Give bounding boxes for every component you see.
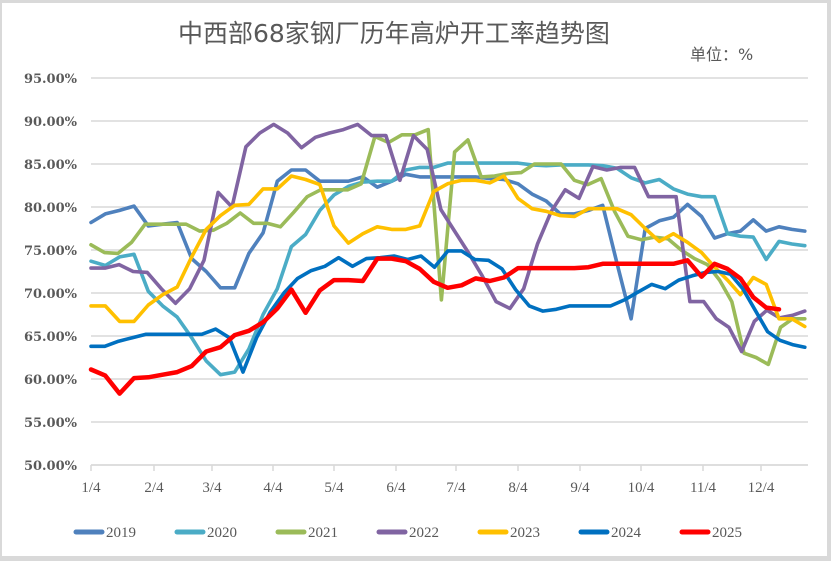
y-tick-label: 70.00%: [24, 287, 78, 302]
unit-label: 单位：%: [690, 45, 754, 64]
x-tick-label: 5/4: [324, 480, 344, 496]
legend: 2019 2020 2021 2022 2023 2024 2025: [73, 525, 742, 541]
chart-card: [2, 3, 827, 556]
x-tick-label: 12/4: [748, 480, 775, 496]
legend-label: 2024: [611, 525, 642, 541]
y-tick-label: 65.00%: [24, 330, 78, 345]
series-line-2024: [89, 249, 807, 374]
legend-label: 2023: [510, 525, 540, 541]
legend-item-2020: 2020: [174, 525, 237, 541]
y-tick-label: 95.00%: [24, 72, 78, 87]
x-tick-label: 11/4: [690, 480, 717, 496]
legend-item-2023: 2023: [477, 525, 540, 541]
y-tick-label: 80.00%: [24, 201, 78, 216]
legend-label: 2021: [308, 525, 338, 541]
y-tick-label: 60.00%: [24, 373, 78, 388]
chart-title: 中西部68家钢厂历年高炉开工率趋势图: [178, 19, 610, 48]
x-tick-label: 7/4: [446, 480, 466, 496]
y-tick-label: 55.00%: [24, 416, 78, 431]
x-tick-label: 10/4: [628, 480, 655, 496]
x-tick-label: 9/4: [570, 480, 590, 496]
x-tick-label: 6/4: [386, 480, 406, 496]
legend-item-2019: 2019: [73, 525, 136, 541]
y-tick-label: 85.00%: [24, 158, 78, 173]
x-tick-label: 1/4: [81, 480, 101, 496]
series-line-2021: [89, 127, 807, 367]
y-tick-label: 90.00%: [24, 115, 78, 130]
y-tick-label: 50.00%: [24, 459, 78, 474]
x-tick-label: 8/4: [508, 480, 528, 496]
y-tick-label: 75.00%: [24, 244, 78, 259]
legend-label: 2020: [207, 525, 237, 541]
x-tick-label: 3/4: [202, 480, 222, 496]
legend-label: 2022: [409, 525, 439, 541]
series-line-2022: [89, 122, 807, 354]
legend-item-2021: 2021: [275, 525, 338, 541]
legend-label: 2019: [106, 525, 136, 541]
series-line-2025: [88, 256, 782, 396]
series-line-2019: [89, 168, 807, 321]
series-line-2023: [89, 174, 807, 329]
series-lines: [88, 122, 807, 396]
y-axis-ticks: 95.00% 90.00% 85.00% 80.00% 75.00% 70.00% 65.0…: [24, 72, 78, 474]
x-tick-label: 4/4: [263, 480, 283, 496]
x-axis: 1/4 2/4 3/4 4/4 5/4 6/4 7/4 8/4 9/4 10/4 11/4 12/4: [81, 464, 808, 496]
x-tick-label: 2/4: [144, 480, 164, 496]
legend-item-2025: 2025: [679, 525, 742, 541]
legend-item-2022: 2022: [376, 525, 439, 541]
legend-item-2024: 2024: [578, 525, 642, 541]
legend-label: 2025: [712, 525, 742, 541]
